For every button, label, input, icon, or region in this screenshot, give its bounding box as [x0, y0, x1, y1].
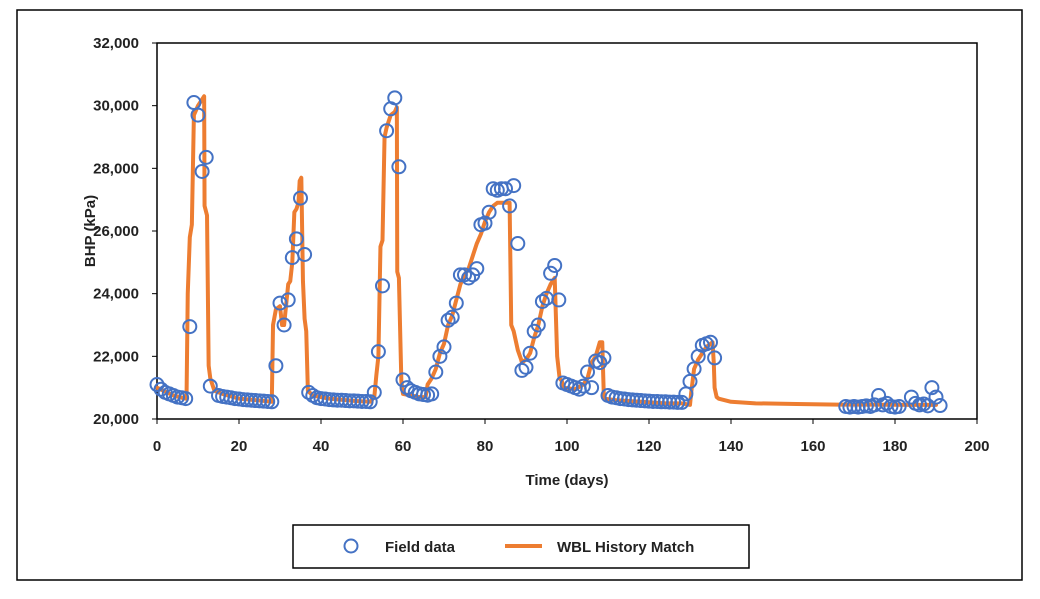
y-axis-title: BHP (kPa) [82, 195, 99, 267]
field-data-point [375, 278, 390, 294]
field-data-point [178, 391, 194, 407]
field-data-point [202, 378, 218, 394]
field-data-point [703, 334, 718, 350]
field-data-point [362, 394, 378, 410]
field-data-point [514, 362, 530, 378]
y-tick-label: 30,000 [93, 98, 139, 115]
field-data-point [457, 267, 472, 283]
field-data-point [387, 90, 403, 106]
field-data-point [190, 107, 206, 123]
field-data-point [276, 317, 292, 333]
field-data-point [534, 294, 550, 309]
field-data-point [506, 178, 522, 194]
x-tick-label: 160 [800, 438, 825, 455]
field-data-point [547, 257, 563, 273]
field-data-point [428, 364, 444, 380]
y-tick-label: 26,000 [93, 223, 139, 240]
field-data-point [543, 265, 559, 281]
field-data-point [670, 394, 686, 410]
field-data-point [551, 292, 567, 308]
x-tick-label: 60 [395, 438, 412, 455]
field-data-point [584, 380, 600, 396]
field-data-point [399, 380, 415, 396]
field-data-point [366, 384, 382, 400]
field-data-point [575, 378, 591, 394]
field-data-point [440, 312, 456, 328]
field-data-point [461, 270, 477, 286]
field-data-point [268, 358, 284, 374]
field-data-point [379, 123, 395, 139]
x-tick-label: 0 [153, 438, 161, 455]
field-data-point [510, 236, 526, 252]
legend-label-field-data: Field data [385, 539, 456, 556]
field-data-point [924, 380, 940, 396]
field-data-point [498, 181, 513, 197]
field-data-point [194, 163, 210, 179]
field-data-point [293, 190, 308, 206]
x-tick-label: 100 [554, 438, 579, 455]
field-data-point [288, 231, 304, 247]
chart-frame [16, 9, 1023, 581]
field-data-point [871, 388, 887, 403]
legend: Field data WBL History Match [292, 524, 750, 569]
field-data-point [707, 350, 723, 366]
field-data-point [436, 339, 452, 355]
field-data-point [530, 317, 546, 333]
field-data-point [522, 345, 538, 361]
field-data-point [272, 295, 288, 311]
field-data-point [481, 204, 497, 220]
legend-label-wbl: WBL History Match [557, 539, 694, 556]
field-data-point [518, 359, 534, 375]
data-marks [149, 90, 948, 415]
x-tick-label: 200 [964, 438, 989, 455]
field-data-point [354, 393, 370, 409]
field-data-point [674, 394, 690, 410]
x-tick-label: 180 [882, 438, 907, 455]
field-data-point [469, 261, 485, 277]
field-data-point [432, 348, 448, 364]
field-data-point [182, 319, 198, 335]
x-axis-title: Time (days) [525, 472, 608, 489]
field-data-point [370, 344, 386, 360]
field-data-point [264, 394, 280, 410]
field-data-point [502, 198, 518, 214]
field-data-point [928, 389, 944, 405]
field-data-point [395, 372, 411, 388]
legend-marker-field-data [343, 538, 359, 554]
field-data-point [149, 377, 165, 393]
field-data-point [891, 398, 907, 414]
field-data-point [444, 309, 460, 325]
field-data-point [297, 247, 313, 262]
field-data-point [448, 295, 464, 311]
field-data-point [153, 381, 169, 397]
axis-ticks: 0 20 40 60 80 100 120 140 160 180 200 20,000 22,000 2… [93, 35, 989, 455]
field-data-point [280, 292, 296, 308]
field-data-point [596, 350, 612, 366]
y-tick-label: 24,000 [93, 286, 139, 303]
field-data-point [580, 364, 595, 380]
field-data-point [391, 159, 407, 175]
x-tick-label: 40 [313, 438, 330, 455]
y-tick-label: 32,000 [93, 35, 139, 52]
series-line-wbl-history-match [155, 94, 938, 407]
y-tick-label: 20,000 [93, 411, 139, 428]
x-tick-label: 20 [231, 438, 248, 455]
x-tick-label: 120 [636, 438, 661, 455]
y-tick-label: 22,000 [93, 348, 139, 365]
y-tick-label: 28,000 [93, 160, 139, 177]
x-tick-label: 80 [477, 438, 494, 455]
field-data-point [592, 355, 608, 371]
field-data-point [932, 398, 948, 414]
field-data-point [198, 149, 214, 165]
field-data-point [424, 386, 440, 402]
x-tick-label: 140 [718, 438, 743, 455]
